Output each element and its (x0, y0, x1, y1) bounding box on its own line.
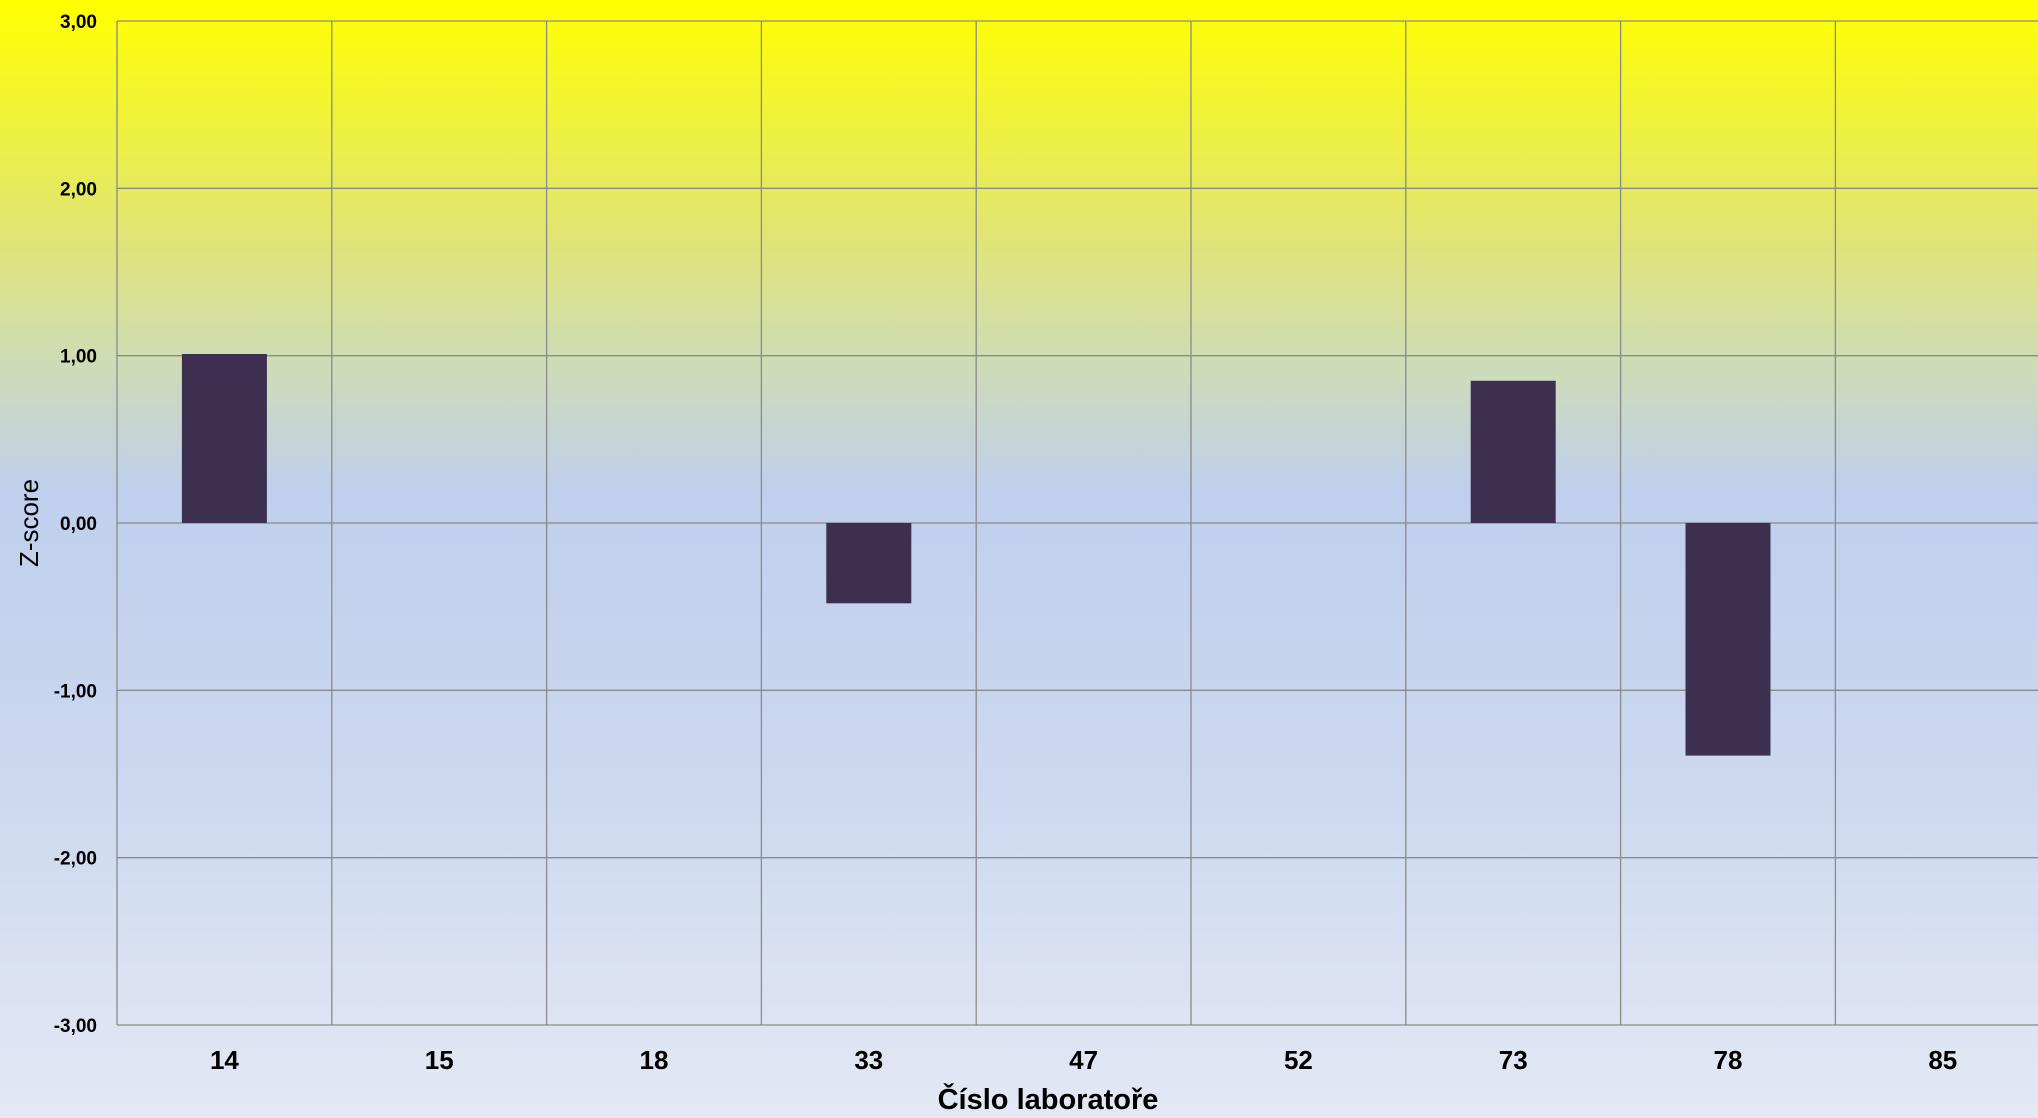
x-tick-label: 33 (854, 1045, 883, 1075)
x-tick-label: 18 (640, 1045, 669, 1075)
y-tick-label: 1,00 (60, 347, 97, 368)
x-tick-label: 14 (210, 1045, 239, 1075)
y-tick-label: -2,00 (54, 849, 97, 870)
bar-lab-33 (826, 523, 912, 604)
x-tick-label: 15 (425, 1045, 454, 1075)
y-axis-tick-labels: -3,00 -2,00 -1,00 0,00 1,00 2,00 3,00 (54, 12, 97, 1037)
y-tick-label: 0,00 (60, 514, 97, 535)
x-tick-label: 52 (1284, 1045, 1313, 1075)
bar-lab-14 (181, 353, 267, 523)
x-tick-label: 73 (1499, 1045, 1528, 1075)
x-tick-label: 78 (1714, 1045, 1743, 1075)
bar-lab-73 (1470, 380, 1556, 523)
x-tick-label: 85 (1928, 1045, 1957, 1075)
y-tick-label: 3,00 (60, 12, 97, 33)
y-tick-label: -1,00 (54, 681, 97, 702)
grid-lines (116, 20, 2038, 1026)
bars (181, 353, 1771, 756)
y-tick-label: 2,00 (60, 179, 97, 200)
y-axis-title: Z-score (14, 479, 44, 567)
x-tick-label: 47 (1069, 1045, 1098, 1075)
bar-lab-78 (1685, 523, 1771, 756)
y-tick-label: -3,00 (54, 1016, 97, 1037)
x-axis-tick-labels: 14 15 18 33 47 52 73 78 85 (210, 1045, 1957, 1075)
x-axis-title: Číslo laboratoře (938, 1082, 1159, 1116)
